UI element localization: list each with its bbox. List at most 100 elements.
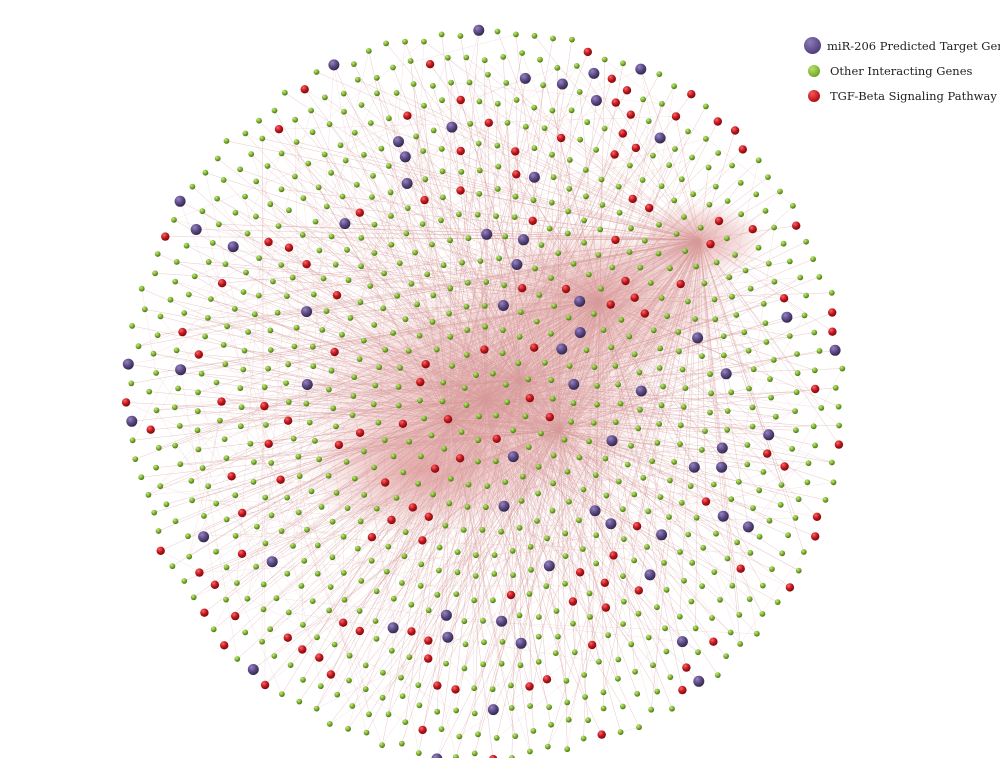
- network-edge: [463, 529, 635, 561]
- mir206-target-node: [387, 622, 399, 634]
- interacting-gene-node: [700, 544, 707, 551]
- interacting-gene-node: [795, 567, 802, 574]
- network-edge: [525, 416, 561, 431]
- network-edge: [580, 139, 701, 241]
- network-edge: [244, 350, 350, 656]
- interacting-gene-node: [720, 333, 727, 340]
- tgf-beta-node: [451, 685, 460, 694]
- interacting-gene-node: [264, 163, 271, 169]
- interacting-gene-node: [822, 496, 829, 503]
- network-edge: [520, 312, 561, 431]
- network-edge: [585, 196, 616, 366]
- network-edge: [547, 546, 648, 747]
- interacting-gene-node: [568, 419, 574, 425]
- interacting-gene-node: [398, 740, 405, 747]
- interacting-gene-node: [475, 140, 482, 147]
- network-edge: [495, 216, 553, 399]
- interacting-gene-node: [617, 729, 624, 735]
- network-edge: [271, 299, 601, 464]
- network-edge: [428, 426, 753, 517]
- tgf-beta-node: [484, 118, 493, 128]
- interacting-gene-node: [267, 327, 274, 334]
- interacting-gene-node: [676, 613, 683, 620]
- interacting-gene-node: [520, 473, 526, 480]
- interacting-gene-node: [569, 36, 575, 43]
- interacting-gene-node: [413, 133, 419, 140]
- interacting-gene-node: [428, 432, 435, 439]
- interacting-gene-node: [390, 64, 396, 71]
- network-edge: [345, 160, 706, 432]
- interacting-gene-node: [749, 423, 756, 430]
- network-edge: [449, 350, 820, 421]
- interacting-gene-node: [416, 702, 423, 709]
- interacting-gene-node: [759, 582, 766, 589]
- interacting-gene-node: [388, 213, 394, 219]
- network-edge: [449, 419, 702, 451]
- network-edge: [699, 239, 749, 527]
- network-edge: [203, 515, 283, 695]
- interacting-gene-node: [185, 533, 191, 540]
- interacting-gene-node: [361, 151, 367, 158]
- interacting-gene-node: [632, 668, 638, 675]
- interacting-gene-node: [447, 285, 454, 292]
- mir206-target-node: [543, 560, 555, 572]
- interacting-gene-node: [656, 71, 663, 77]
- interacting-gene-node: [270, 278, 276, 285]
- interacting-gene-node: [328, 367, 335, 374]
- network-edge: [364, 239, 701, 496]
- mir206-target-node: [589, 505, 601, 517]
- network-edge: [392, 332, 451, 421]
- interacting-gene-node: [644, 544, 650, 550]
- interacting-gene-node: [464, 279, 471, 286]
- interacting-gene-node: [564, 746, 571, 753]
- interacting-gene-node: [153, 407, 160, 414]
- interacting-gene-node: [471, 597, 478, 604]
- interacting-gene-node: [407, 58, 414, 64]
- interacting-gene-node: [594, 382, 600, 389]
- interacting-gene-node: [723, 653, 729, 659]
- interacting-gene-node: [618, 316, 625, 323]
- interacting-gene-node: [473, 552, 479, 559]
- interacting-gene-node: [597, 226, 604, 233]
- tgf-beta-node: [730, 126, 740, 135]
- network-edge: [302, 429, 561, 650]
- network-edge: [399, 30, 479, 368]
- mir206-target-node: [574, 327, 586, 338]
- network-edge: [434, 419, 451, 469]
- network-edge: [391, 299, 601, 521]
- interacting-gene-node: [707, 371, 713, 377]
- interacting-gene-node: [309, 129, 316, 136]
- network-edge: [361, 535, 597, 582]
- network-edge: [466, 379, 521, 406]
- network-edge: [552, 288, 602, 399]
- interacting-gene-node: [351, 475, 358, 482]
- interacting-gene-node: [655, 250, 662, 257]
- network-edge: [699, 239, 733, 297]
- network-edge: [449, 419, 670, 481]
- tgf-beta-node: [231, 611, 240, 621]
- tgf-beta-node: [330, 347, 339, 357]
- network-edge: [306, 60, 485, 404]
- interacting-gene-node: [493, 213, 499, 220]
- network-edge: [599, 251, 630, 301]
- interacting-gene-node: [260, 606, 267, 613]
- network-edge: [559, 228, 632, 431]
- interacting-gene-node: [421, 102, 427, 109]
- network-edge: [437, 239, 701, 595]
- network-edge: [511, 429, 561, 708]
- interacting-gene-node: [183, 242, 190, 249]
- network-edge: [184, 312, 487, 401]
- network-edge: [408, 441, 531, 707]
- tgf-beta-node: [420, 195, 429, 205]
- interacting-gene-node: [785, 532, 791, 539]
- interacting-gene-node: [679, 366, 686, 373]
- interacting-gene-node: [231, 305, 238, 312]
- tgf-beta-node: [812, 512, 822, 521]
- network-edge: [319, 250, 601, 301]
- interacting-gene-node: [214, 155, 221, 162]
- network-edge: [696, 463, 809, 518]
- interacting-gene-node: [792, 515, 799, 521]
- interacting-gene-node: [300, 195, 307, 202]
- interacting-gene-node: [515, 360, 522, 367]
- network-edge: [552, 110, 796, 412]
